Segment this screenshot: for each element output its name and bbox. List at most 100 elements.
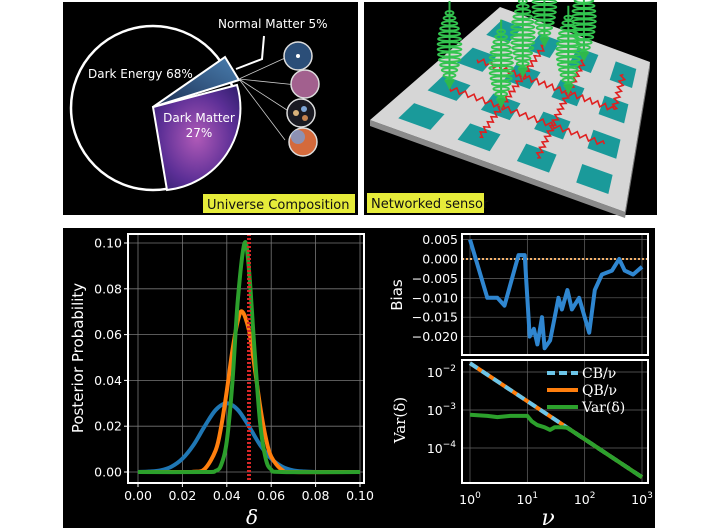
planets-thumbnail-icon (286, 98, 316, 128)
wavepacket-ring (492, 39, 510, 45)
x-tick-label: 0.04 (213, 488, 241, 503)
wavepacket-ring (509, 29, 536, 36)
x-tick-label: 0.02 (168, 488, 196, 503)
y-tick-label: 0.02 (94, 419, 122, 434)
wavepacket-ring (489, 49, 513, 56)
pie-normal-matter (152, 55, 241, 108)
wavepacket-ring (572, 29, 596, 35)
wavepacket-ring (575, 39, 593, 46)
y-tick-label: 0.06 (94, 327, 122, 342)
wavepacket-ring (577, 44, 591, 51)
entanglement-link (522, 44, 545, 78)
entanglement-link (551, 92, 571, 127)
pie-dark-matter (151, 83, 242, 192)
y-tick-label: −0.020 (412, 329, 458, 344)
posterior-series-1 (137, 309, 361, 475)
sensor-node (516, 143, 557, 173)
universe-composition-panel: Dark Energy 68% Normal Matter 5% Dark Ma… (63, 2, 358, 215)
wavepacket-ring (442, 72, 457, 79)
posterior-series-2 (137, 240, 361, 475)
bias-series (468, 239, 644, 351)
entanglement-link (611, 73, 627, 111)
wavepacket-ring (571, 13, 597, 20)
caption-box (203, 194, 355, 213)
wavepacket-ring (511, 19, 535, 25)
nebula-thumbnail-icon (290, 69, 320, 99)
dark-energy-label: Dark Energy 68% (88, 67, 193, 81)
x-axis-label: δ (246, 505, 258, 529)
y-tick-label: 0.000 (422, 252, 458, 267)
y-axis-label: Var(δ) (391, 397, 409, 444)
connector-lines (238, 57, 298, 141)
wavepacket-ring (490, 44, 512, 51)
wavepacket-ring (561, 77, 576, 84)
wavepacket-ring (444, 10, 455, 16)
photon-wavepacket-icon (531, 0, 558, 48)
wavepacket-ring (537, 30, 552, 36)
x-tick-label: 0.08 (302, 488, 330, 503)
wavepacket-ring (440, 67, 459, 74)
wavepacket-ring (558, 66, 579, 73)
wavepacket-ring (510, 39, 536, 46)
photon-wavepacket-icon (571, 0, 597, 63)
wavepacket-ring (439, 25, 460, 32)
dark-matter-percent: 27% (186, 126, 213, 140)
universe-caption: Universe Composition (207, 198, 350, 213)
arrow-head-icon (496, 98, 507, 109)
entanglement-link (448, 86, 502, 108)
sensor-node (576, 163, 613, 195)
photon-wavepacket-icon (488, 19, 514, 109)
sensor-node (457, 123, 501, 152)
entanglement-link (500, 75, 524, 108)
wavepacket-ring (437, 51, 462, 58)
y-tick-label: 0.10 (94, 236, 122, 251)
wavepacket-ring (555, 56, 581, 63)
axes-frame (461, 359, 649, 484)
arrow-head-icon (539, 37, 550, 48)
photon-wavepacket-icon (436, 0, 463, 90)
legend-label: CB/ν (582, 366, 616, 382)
wavepacket-ring (559, 72, 578, 78)
wavepacket-ring (494, 91, 509, 97)
sensor-node (598, 95, 629, 124)
wavepacket-ring (515, 60, 530, 67)
arrow-head-icon (517, 68, 528, 79)
sensor-caption: Networked sensor (371, 197, 489, 212)
wavepacket-ring (572, 3, 596, 9)
wavepacket-ring (515, 3, 530, 10)
y-tick-label: −0.015 (412, 310, 458, 325)
wavepacket-ring (488, 54, 514, 61)
y-tick-label: −0.010 (412, 290, 458, 305)
wavepacket-ring (511, 45, 535, 51)
wavepacket-ring (573, 0, 595, 4)
entanglement-link (478, 105, 502, 139)
wavepacket-ring (573, 34, 595, 41)
plate-edge (370, 120, 625, 218)
wavepacket-ring (531, 0, 558, 5)
wavepacket-ring (439, 62, 460, 68)
caption-box (367, 193, 484, 213)
dark-matter-label: Dark Matter (163, 111, 235, 125)
variance-series-2 (469, 412, 644, 479)
entanglement-link (552, 124, 606, 146)
y-tick-label: 0.005 (422, 232, 458, 247)
axes-frame (127, 233, 365, 484)
wavepacket-ring (531, 9, 557, 16)
y-axis-label: Bias (388, 279, 406, 311)
wavepacket-ring (436, 41, 463, 48)
photon-wavepacket-icon (509, 0, 536, 79)
wavepacket-ring (489, 75, 513, 82)
wavepacket-ring (488, 65, 514, 71)
wavepacket-ring (510, 24, 536, 31)
wavepacket-ring (571, 23, 597, 30)
arrow-head-icon (563, 84, 574, 95)
entanglement-link (476, 58, 524, 78)
wavepacket-ring (517, 0, 528, 5)
wavepacket-ring (571, 18, 597, 25)
variance-plot: 100 101 102 10310−210−310−4CB/νQB/νVar(δ)νV… (391, 359, 653, 530)
x-axis-label: ν (541, 506, 554, 530)
axes-frame (461, 233, 649, 356)
normal-matter-leader-line (235, 35, 265, 70)
wavepacket-ring (494, 33, 509, 40)
